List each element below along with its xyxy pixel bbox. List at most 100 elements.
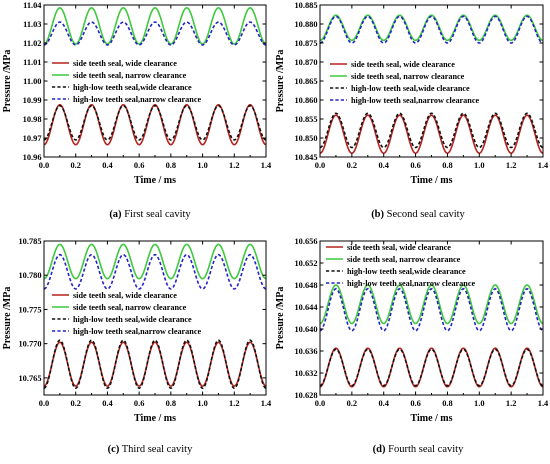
y-tick-label: 10.656: [294, 237, 317, 246]
x-tick-label: 1.2: [229, 399, 239, 408]
y-tick-label: 10.644: [294, 303, 318, 312]
x-tick-label: 0.8: [442, 399, 452, 408]
y-axis-title: Pressure /MPa: [275, 287, 286, 350]
legend-label: high-low teeth seal,wide clearance: [73, 315, 192, 324]
y-tick-label: 10.636: [294, 347, 317, 356]
y-tick-label: 11.03: [23, 20, 41, 29]
x-tick-label: 1.0: [474, 161, 484, 170]
y-tick-label: 11.00: [23, 77, 41, 86]
x-axis-title: Time / ms: [134, 413, 176, 424]
legend-label: side teeth seal, wide clearance: [351, 60, 455, 69]
y-tick-label: 10.648: [294, 281, 317, 290]
x-tick-label: 0.6: [410, 161, 420, 170]
legend-label: high-low teeth seal,narrow clearance: [351, 96, 479, 105]
x-tick-label: 1.0: [474, 399, 484, 408]
x-tick-label: 0.4: [102, 399, 113, 408]
series-line-side-wide: [44, 341, 266, 387]
legend-label: high-low teeth seal,wide clearance: [351, 84, 470, 93]
x-tick-label: 1.2: [506, 161, 516, 170]
x-tick-label: 1.2: [506, 399, 516, 408]
y-tick-label: 10.860: [294, 96, 317, 105]
x-tick-label: 0.8: [166, 161, 176, 170]
x-tick-label: 0.6: [410, 399, 420, 408]
x-tick-label: 0.2: [70, 161, 80, 170]
x-axis-title: Time / ms: [410, 413, 452, 424]
panel-caption: (a) First seal cavity: [109, 209, 191, 220]
y-axis-title: Pressure /MPa: [2, 287, 13, 350]
y-tick-label: 10.97: [23, 134, 42, 143]
y-axis-title: Pressure /MPa: [2, 50, 13, 113]
plot-frame: [319, 4, 544, 158]
x-tick-label: 1.0: [197, 399, 207, 408]
x-tick-label: 1.4: [538, 161, 549, 170]
series-line-side-narrow: [320, 284, 543, 325]
legend-label: side teeth seal, narrow clearance: [347, 255, 461, 264]
panel-caption: (c) Third seal cavity: [108, 444, 193, 455]
y-tick-label: 10.632: [294, 369, 317, 378]
y-tick-label: 10.785: [18, 237, 41, 246]
legend-label: side teeth seal, narrow clearance: [73, 71, 187, 80]
x-tick-label: 1.4: [261, 399, 272, 408]
series-line-hl-narrow: [320, 288, 543, 332]
x-tick-label: 0.8: [442, 161, 452, 170]
y-tick-label: 10.850: [294, 134, 317, 143]
y-tick-label: 10.870: [294, 58, 317, 67]
legend: side teeth seal, wide clearance side teet…: [330, 60, 479, 105]
x-tick-label: 1.4: [261, 161, 272, 170]
series-line-side-narrow: [44, 243, 266, 280]
chart-panel-4: 0.0 0.2 0.4 0.6 0.8 1.0 1.2 1.4 10.628 10.632 10.6…: [275, 237, 549, 424]
caption-text: Fourth seal cavity: [385, 444, 464, 455]
series-line-hl-narrow: [44, 21, 266, 46]
y-tick-label: 11.01: [23, 58, 41, 67]
caption-letter: (c): [108, 444, 120, 455]
y-tick-label: 10.865: [294, 77, 317, 86]
series-line-hl-wide: [44, 104, 266, 141]
plot-frame: [43, 4, 267, 158]
series-line-hl-wide: [44, 339, 266, 389]
legend: side teeth seal, wide clearance side teet…: [52, 59, 201, 104]
series-line-side-wide: [44, 103, 266, 146]
y-tick-label: 11.02: [23, 39, 41, 48]
series-line-side-narrow: [320, 14, 543, 42]
x-tick-label: 0.0: [315, 161, 325, 170]
caption-text: Second seal cavity: [384, 209, 466, 220]
caption-letter: (b): [371, 209, 384, 220]
legend-label: side teeth seal, narrow clearance: [351, 72, 465, 81]
y-tick-label: 10.885: [294, 1, 317, 10]
caption-letter: (d): [373, 444, 386, 455]
y-tick-label: 10.96: [23, 153, 42, 162]
series-line-side-narrow: [44, 7, 266, 45]
y-tick-label: 10.780: [18, 271, 41, 280]
legend-label: high-low teeth seal,wide clearance: [73, 83, 192, 92]
x-tick-label: 0.4: [378, 399, 389, 408]
y-axis-title: Pressure /MPa: [275, 50, 286, 113]
x-tick-label: 0.2: [347, 399, 357, 408]
y-tick-label: 10.845: [294, 153, 317, 162]
y-tick-label: 10.775: [18, 305, 41, 314]
y-tick-label: 10.765: [18, 374, 41, 383]
x-tick-label: 1.0: [197, 161, 207, 170]
x-axis-title: Time / ms: [410, 175, 452, 186]
x-tick-label: 0.8: [166, 399, 176, 408]
x-axis-title: Time / ms: [134, 175, 176, 186]
x-tick-label: 1.4: [538, 399, 549, 408]
panel-caption: (b) Second seal cavity: [371, 209, 465, 220]
x-tick-label: 0.0: [39, 161, 49, 170]
caption-text: First seal cavity: [122, 209, 192, 220]
legend: side teeth seal, wide clearance side teet…: [326, 243, 475, 288]
y-tick-label: 10.875: [294, 39, 317, 48]
series-line-hl-narrow: [320, 15, 543, 44]
y-tick-label: 10.640: [294, 325, 317, 334]
x-tick-label: 0.0: [315, 399, 325, 408]
legend-label: high-low teeth seal,narrow clearance: [73, 327, 201, 336]
y-tick-label: 10.652: [294, 259, 317, 268]
chart-panel-2: 0.0 0.2 0.4 0.6 0.8 1.0 1.2 1.4 10.845 10.850 10.8…: [275, 1, 549, 186]
legend-label: high-low teeth seal,wide clearance: [347, 267, 466, 276]
y-tick-label: 10.628: [294, 391, 317, 400]
y-tick-label: 10.770: [18, 340, 41, 349]
x-tick-label: 0.4: [102, 161, 113, 170]
y-tick-label: 10.99: [23, 96, 42, 105]
series-line-hl-wide: [320, 112, 543, 149]
